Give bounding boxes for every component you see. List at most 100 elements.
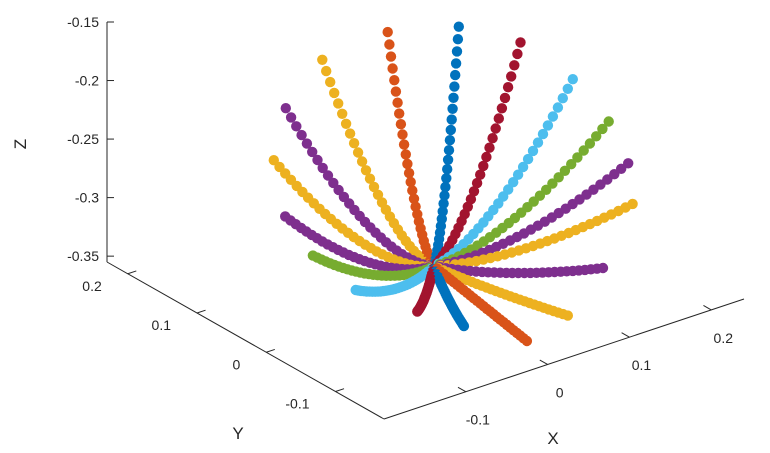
data-point <box>487 133 498 144</box>
x-tick-mark <box>621 332 630 338</box>
data-point <box>402 158 413 170</box>
data-point <box>447 103 458 115</box>
data-point <box>532 137 544 148</box>
data-point <box>333 98 344 109</box>
data-point <box>450 69 461 81</box>
data-point <box>325 76 336 88</box>
data-point <box>503 184 514 195</box>
data-point <box>301 138 313 149</box>
data-point <box>446 114 457 125</box>
data-point <box>445 124 456 136</box>
data-point <box>484 142 495 153</box>
data-point <box>475 169 486 180</box>
data-point <box>567 74 578 85</box>
data-point <box>566 159 577 170</box>
data-point <box>322 170 334 181</box>
y-tick-label: -0.1 <box>285 396 309 412</box>
data-point <box>597 123 608 135</box>
data-point <box>552 102 564 113</box>
data-point <box>321 65 332 77</box>
data-point <box>458 320 470 332</box>
data-point <box>312 154 323 166</box>
y-tick-mark <box>196 309 206 314</box>
data-point <box>478 160 489 172</box>
data-point <box>337 108 348 120</box>
data-point <box>400 149 411 160</box>
z-tick-label: -0.15 <box>67 14 99 30</box>
x-tick-label: 0.1 <box>632 357 652 373</box>
data-point <box>572 152 583 163</box>
axes <box>106 22 745 420</box>
data-point <box>280 211 291 222</box>
data-point <box>451 46 463 57</box>
data-point <box>547 111 559 122</box>
data-point <box>512 48 523 60</box>
x-tick-mark <box>539 359 548 365</box>
data-point <box>442 164 453 175</box>
data-point <box>356 156 368 167</box>
data-point <box>440 181 451 193</box>
data-point <box>439 190 450 201</box>
data-point <box>296 129 307 141</box>
data-point <box>453 21 464 32</box>
data-point <box>317 162 328 174</box>
data-point <box>468 186 480 197</box>
x-tick-label: 0 <box>556 384 564 400</box>
data-point <box>344 128 356 139</box>
data-point <box>407 185 418 196</box>
data-point <box>603 116 614 127</box>
y-tick-label: 0 <box>232 356 240 372</box>
z-tick-label: -0.25 <box>67 131 99 147</box>
data-point <box>496 103 508 114</box>
data-point <box>623 158 634 169</box>
data-point <box>368 181 380 193</box>
data-point <box>389 75 400 86</box>
data-point <box>450 58 462 69</box>
data-point <box>285 112 297 123</box>
data-point <box>553 172 564 183</box>
data-point <box>405 176 416 188</box>
y-tick-mark <box>335 388 345 392</box>
data-point <box>340 118 352 129</box>
data-point <box>506 71 517 82</box>
data-point <box>329 87 340 99</box>
z-tick-label: -0.35 <box>67 248 99 264</box>
data-point <box>578 145 589 156</box>
x-tick-label: 0.2 <box>714 330 734 346</box>
data-point <box>490 123 501 134</box>
data-point <box>385 51 397 62</box>
data-point <box>471 177 483 189</box>
data-point <box>499 92 511 104</box>
data-point <box>515 37 526 48</box>
data-point <box>348 138 360 149</box>
data-point <box>537 128 549 140</box>
z-axis-label: Z <box>11 139 30 149</box>
data-point <box>364 173 376 184</box>
x-axis-line <box>383 298 745 420</box>
data-point <box>508 177 519 188</box>
y-tick-mark <box>266 348 275 353</box>
data-point <box>597 262 609 274</box>
ticks: -0.35 -0.3 -0.25 -0.2 -0.15 -0.1 0 0.1 0.2 -0.1 0 0… <box>67 14 733 428</box>
data-point <box>521 335 533 347</box>
data-point <box>317 54 328 65</box>
data-point <box>591 131 602 142</box>
data-point <box>307 146 318 158</box>
y-tick-mark <box>127 270 137 275</box>
data-point <box>443 145 455 156</box>
x-tick-label: -0.1 <box>466 412 490 428</box>
data-point <box>360 165 372 176</box>
data-point <box>438 198 449 209</box>
data-point <box>584 138 596 149</box>
data-point <box>527 145 539 157</box>
data-point <box>387 63 398 74</box>
data-points <box>268 21 638 347</box>
data-point <box>403 167 415 179</box>
data-point <box>502 82 514 93</box>
data-point <box>392 97 403 108</box>
data-point <box>542 120 554 131</box>
data-point <box>449 81 460 92</box>
data-point <box>412 306 423 317</box>
